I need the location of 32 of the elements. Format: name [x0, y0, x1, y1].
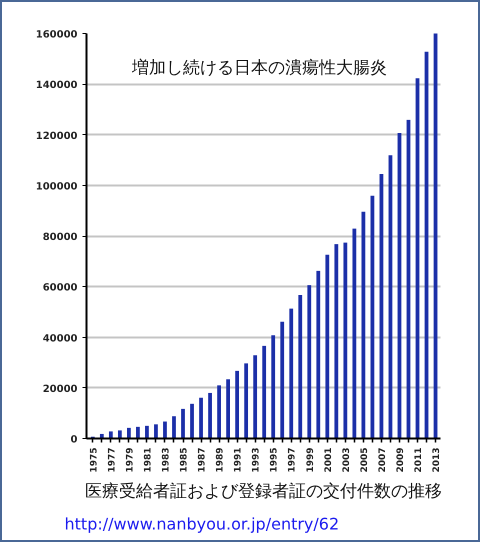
y-tick-label: 0 [70, 434, 78, 446]
x-tick-label: 1977 [107, 447, 118, 473]
x-tick-label: 1985 [180, 447, 190, 473]
text: 増加し続ける日本の潰瘍性大腸炎 [131, 58, 388, 78]
y-tick-label: 120000 [36, 130, 78, 142]
y-tick-label: 100000 [36, 181, 78, 192]
y-tick-label: 20000 [42, 384, 78, 395]
x-tick-label: 1991 [234, 447, 244, 473]
x-tick-label: 1983 [161, 447, 172, 473]
text: 医療受給者証および登録者証の交付件数の推移 [85, 482, 442, 502]
text: http://www.nanbyou.or.jp/entry/62 [64, 514, 340, 534]
x-tick-label: 1999 [306, 447, 316, 473]
x-tick-label: 1987 [198, 447, 208, 473]
x-tick-label: 1995 [270, 447, 280, 473]
x-tick-label: 1979 [125, 447, 136, 473]
x-tick-label: 1989 [216, 447, 226, 473]
x-tick-label: 2007 [378, 447, 388, 473]
x-tick-label: 2003 [342, 447, 352, 473]
x-tick-label: 1993 [252, 447, 262, 473]
y-tick-label: 160000 [36, 30, 78, 40]
x-tick-label: 2013 [432, 447, 442, 473]
y-tick-label: 140000 [36, 80, 78, 92]
x-tick-label: 1981 [143, 447, 154, 473]
x-tick-label: 1975 [89, 447, 100, 473]
x-tick-label: 1997 [288, 447, 298, 473]
y-tick-label: 80000 [42, 232, 78, 243]
x-tick-label: 2009 [396, 447, 406, 473]
y-tick-label: 40000 [42, 333, 78, 344]
x-tick-label: 2011 [414, 447, 424, 473]
x-tick-label: 2001 [324, 447, 334, 473]
y-tick-label: 60000 [42, 282, 78, 294]
x-tick-label: 2005 [360, 447, 370, 473]
